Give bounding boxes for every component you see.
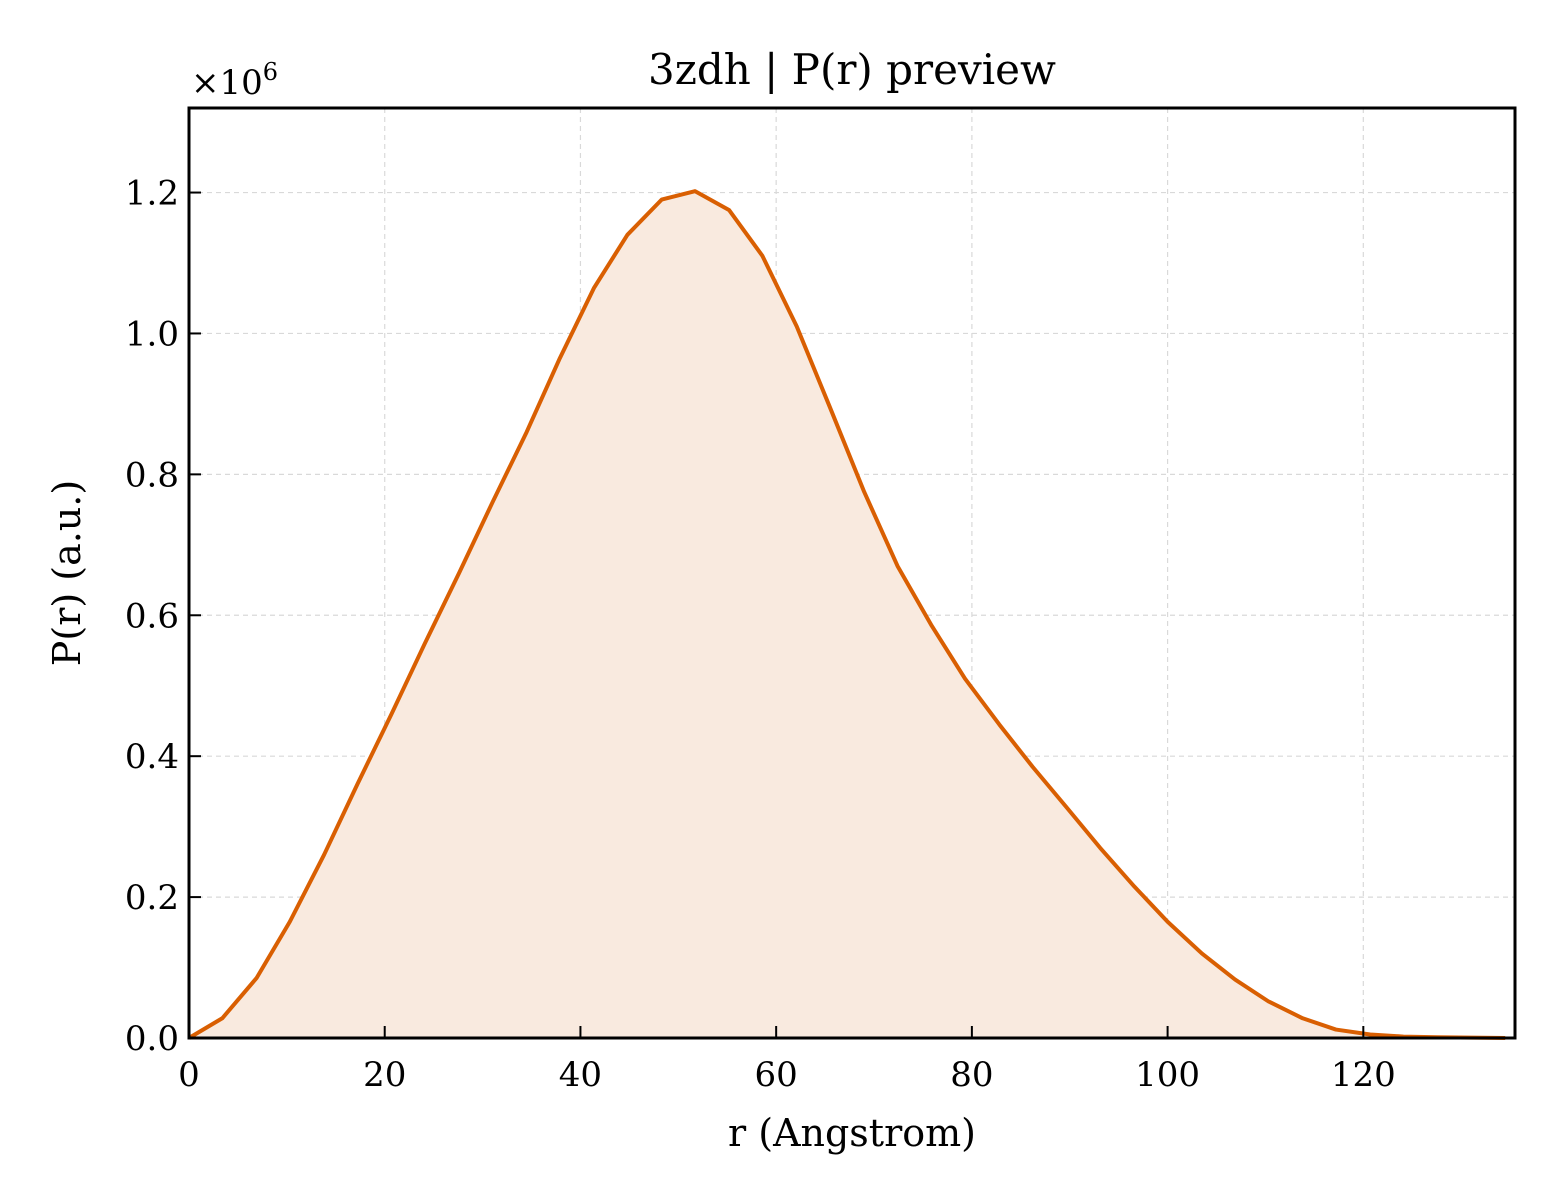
- y-tick-label: 0.8: [125, 455, 179, 495]
- y-axis-label: P(r) (a.u.): [45, 480, 89, 666]
- x-tick-label: 80: [950, 1055, 993, 1095]
- x-tick-label: 40: [559, 1055, 602, 1095]
- ticks: 0 20 40 60 80 100 120 0.0 0.2 0.4 0.6 0.8 1.0 1.2: [125, 174, 1396, 1095]
- series-line: [187, 189, 1506, 1040]
- x-tick-label: 100: [1135, 1055, 1200, 1095]
- y-tick-label: 1.0: [125, 314, 179, 354]
- area-fill: [189, 191, 1506, 1038]
- chart-title: 3zdh | P(r) preview: [648, 45, 1056, 94]
- x-tick-label: 20: [363, 1055, 406, 1095]
- y-tick-label: 0.0: [125, 1019, 179, 1059]
- x-axis-label: r (Angstrom): [728, 1111, 976, 1155]
- plot-frame: [187, 106, 1517, 1040]
- y-tick-label: 0.2: [125, 878, 179, 918]
- y-tick-label: 1.2: [125, 174, 179, 214]
- y-axis-multiplier: ×106: [191, 58, 278, 103]
- x-tick-label: 120: [1331, 1055, 1396, 1095]
- x-tick-label: 60: [755, 1055, 798, 1095]
- y-tick-label: 0.6: [125, 596, 179, 636]
- y-tick-label: 0.4: [125, 737, 179, 777]
- x-tick-label: 0: [178, 1055, 200, 1095]
